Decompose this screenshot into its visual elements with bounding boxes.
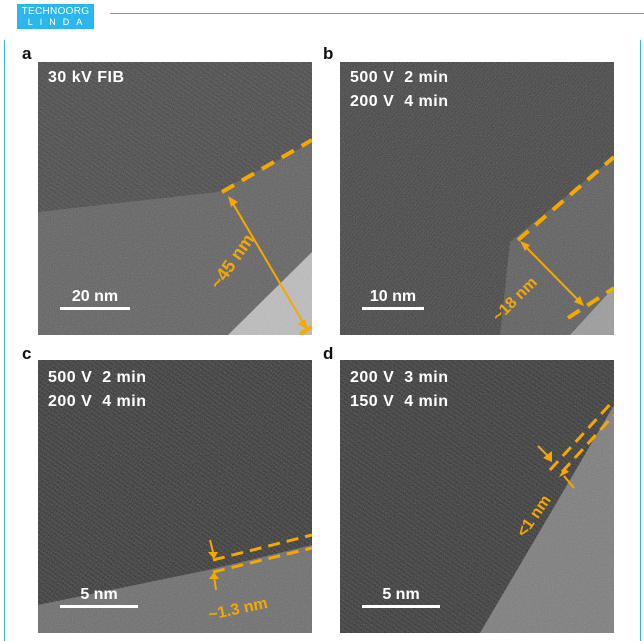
scale-label: 20 nm: [71, 288, 119, 305]
condition-line: 30 kV FIB: [48, 69, 125, 86]
condition-line: 500 V 2 min: [350, 69, 449, 86]
logo-line1: TECHNOORG: [21, 6, 90, 17]
tem-image-b: ~18 nm 500 V 2 min 200 V 4 min 10 nm: [340, 62, 614, 335]
panel-label-c: c: [22, 344, 32, 363]
scale-bar-a: 20 nm: [60, 288, 130, 310]
tem-image-a: ~45 nm 30 kV FIB 20 nm: [38, 62, 312, 335]
scale-bar-b: 10 nm: [362, 288, 424, 310]
technoorg-linda-logo: TECHNOORG LINDA: [17, 4, 94, 29]
conditions-b: 500 V 2 min 200 V 4 min: [350, 66, 449, 114]
condition-line: 500 V 2 min: [48, 369, 147, 386]
panel-label-a: a: [22, 44, 32, 63]
left-border: [4, 40, 5, 641]
scale-label: 5 nm: [382, 586, 420, 603]
condition-line: 200 V 3 min: [350, 369, 449, 386]
tem-image-c: ~1.3 nm 500 V 2 min 200 V 4 min 5 nm: [38, 360, 312, 633]
conditions-c: 500 V 2 min 200 V 4 min: [48, 366, 147, 414]
tem-image-d: <1 nm 200 V 3 min 150 V 4 min 5 nm: [340, 360, 614, 633]
condition-line: 150 V 4 min: [350, 393, 449, 410]
scale-line: [60, 605, 138, 608]
condition-line: 200 V 4 min: [350, 93, 449, 110]
condition-line: 200 V 4 min: [48, 393, 147, 410]
scale-line: [362, 605, 440, 608]
scale-bar-d: 5 nm: [362, 586, 440, 608]
scale-line: [60, 307, 130, 310]
logo-line2: LINDA: [27, 17, 90, 27]
conditions-a: 30 kV FIB: [48, 66, 125, 90]
scale-label: 10 nm: [369, 288, 417, 305]
panel-label-d: d: [323, 344, 334, 363]
scale-label: 5 nm: [80, 586, 118, 603]
header-divider: [110, 13, 644, 14]
scale-bar-c: 5 nm: [60, 586, 138, 608]
conditions-d: 200 V 3 min 150 V 4 min: [350, 366, 449, 414]
right-border: [640, 40, 641, 641]
scale-line: [362, 307, 424, 310]
panel-label-b: b: [323, 44, 334, 63]
